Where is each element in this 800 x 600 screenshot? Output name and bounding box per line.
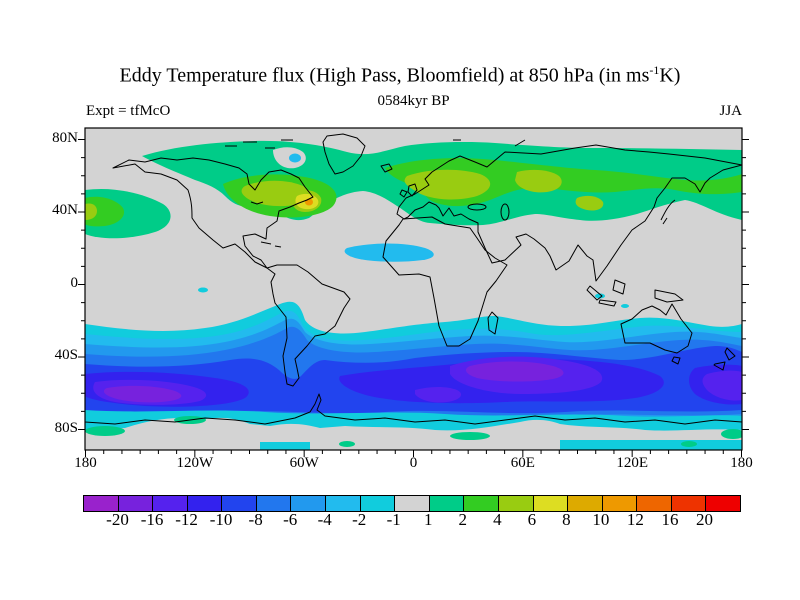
colorbar-segment-14 (567, 496, 602, 511)
colorbar-segment-3 (186, 496, 222, 511)
colorbar-label-16: 16 (661, 510, 679, 529)
colorbar-label-20: 20 (695, 510, 713, 529)
colorbar-label--2: -2 (352, 510, 367, 529)
new-zealand-coast (713, 347, 736, 371)
colorbar-segment-9 (394, 496, 429, 511)
lat-label-80N: 80N (52, 129, 78, 146)
britain-coast (407, 183, 418, 197)
lon-label-120E: 120E (616, 455, 648, 471)
lon-label-0: 0 (409, 455, 418, 471)
lon-label-120W: 120W (176, 455, 214, 471)
colorbar-segment-18 (705, 496, 740, 511)
contour-positive-bands (85, 140, 742, 308)
contour-negative-bands (85, 301, 742, 444)
lon-label-60W: 60W (289, 455, 319, 471)
colorbar-segment-6 (290, 496, 326, 511)
great-lakes (250, 201, 264, 205)
colorbar-label--10: -10 (209, 510, 233, 529)
colorbar-segment-7 (325, 496, 360, 511)
colorbar-segment-10 (428, 496, 464, 511)
season-label: JJA (719, 103, 742, 119)
colorbar (83, 495, 741, 512)
colorbar-label--20: -20 (106, 510, 129, 529)
caspian-sea (500, 203, 510, 221)
map-frame (84, 127, 743, 451)
colorbar-label-12: 12 (626, 510, 644, 529)
antarctic-zone (85, 410, 742, 450)
title-superscript: -1 (649, 63, 660, 77)
colorbar-segment-8 (359, 496, 395, 511)
colorbar-label--6: -6 (283, 510, 298, 529)
iceland-coast (380, 163, 393, 173)
colorbar-segment-13 (532, 496, 568, 511)
south-america-coast (266, 264, 351, 387)
colorbar-label--12: -12 (175, 510, 198, 529)
lat-label-40S: 40S (54, 347, 78, 363)
world-contour-map (78, 127, 749, 457)
experiment-label: Expt = tfMcO (86, 103, 171, 119)
colorbar-segment-2 (152, 496, 187, 511)
antarctica-coast (85, 393, 742, 425)
colorbar-label--4: -4 (317, 510, 332, 529)
plot-title: Eddy Temperature flux (High Pass, Bloomf… (119, 63, 681, 87)
colorbar-segment-17 (670, 496, 706, 511)
greenland-coast (322, 133, 366, 175)
lon-label-180: 180 (730, 455, 753, 471)
colorbar-segment-11 (463, 496, 498, 511)
colorbar-segment-5 (255, 496, 291, 511)
colorbar-segment-4 (221, 496, 256, 511)
japan-coast (660, 199, 676, 225)
colorbar-segment-15 (601, 496, 637, 511)
colorbar-label--8: -8 (248, 510, 263, 529)
ireland-coast (399, 189, 408, 198)
colorbar-label-4: 4 (493, 510, 502, 529)
colorbar-label-8: 8 (562, 510, 571, 529)
north-america-coast (112, 157, 314, 269)
indonesia-coasts (586, 279, 684, 307)
black-sea (467, 203, 487, 211)
caribbean-islands (260, 241, 282, 248)
west-africa-negative-patch (344, 243, 434, 262)
map-panel (75, 118, 752, 460)
colorbar-segment-16 (636, 496, 671, 511)
arctic-islands (225, 139, 526, 149)
baffin-bay-negative-spot (289, 153, 301, 163)
lon-label-60E: 60E (510, 455, 535, 471)
colorbar-label-1: 1 (424, 510, 433, 529)
colorbar-segment-1 (117, 496, 153, 511)
plot-subtitle: 0584kyr BP (377, 93, 450, 109)
colorbar-label--16: -16 (140, 510, 164, 529)
lat-label-40N: 40N (52, 202, 78, 218)
tasmania-coast (671, 356, 681, 365)
colorbar-segment-12 (497, 496, 533, 511)
colorbar-label-6: 6 (527, 510, 537, 529)
coastlines (85, 133, 742, 425)
colorbar-label-2: 2 (458, 510, 468, 529)
lat-label-80S: 80S (54, 419, 78, 436)
eurasia-coast (396, 144, 742, 282)
colorbar-label--1: -1 (386, 510, 401, 529)
lat-label-0: 0 (70, 274, 79, 291)
lon-label-180: 180 (74, 455, 97, 471)
colorbar-label-10: 10 (592, 510, 610, 529)
australia-coast (620, 303, 693, 354)
africa-coast (382, 216, 508, 347)
colorbar-segment-0 (84, 496, 118, 511)
madagascar-coast (487, 311, 499, 335)
